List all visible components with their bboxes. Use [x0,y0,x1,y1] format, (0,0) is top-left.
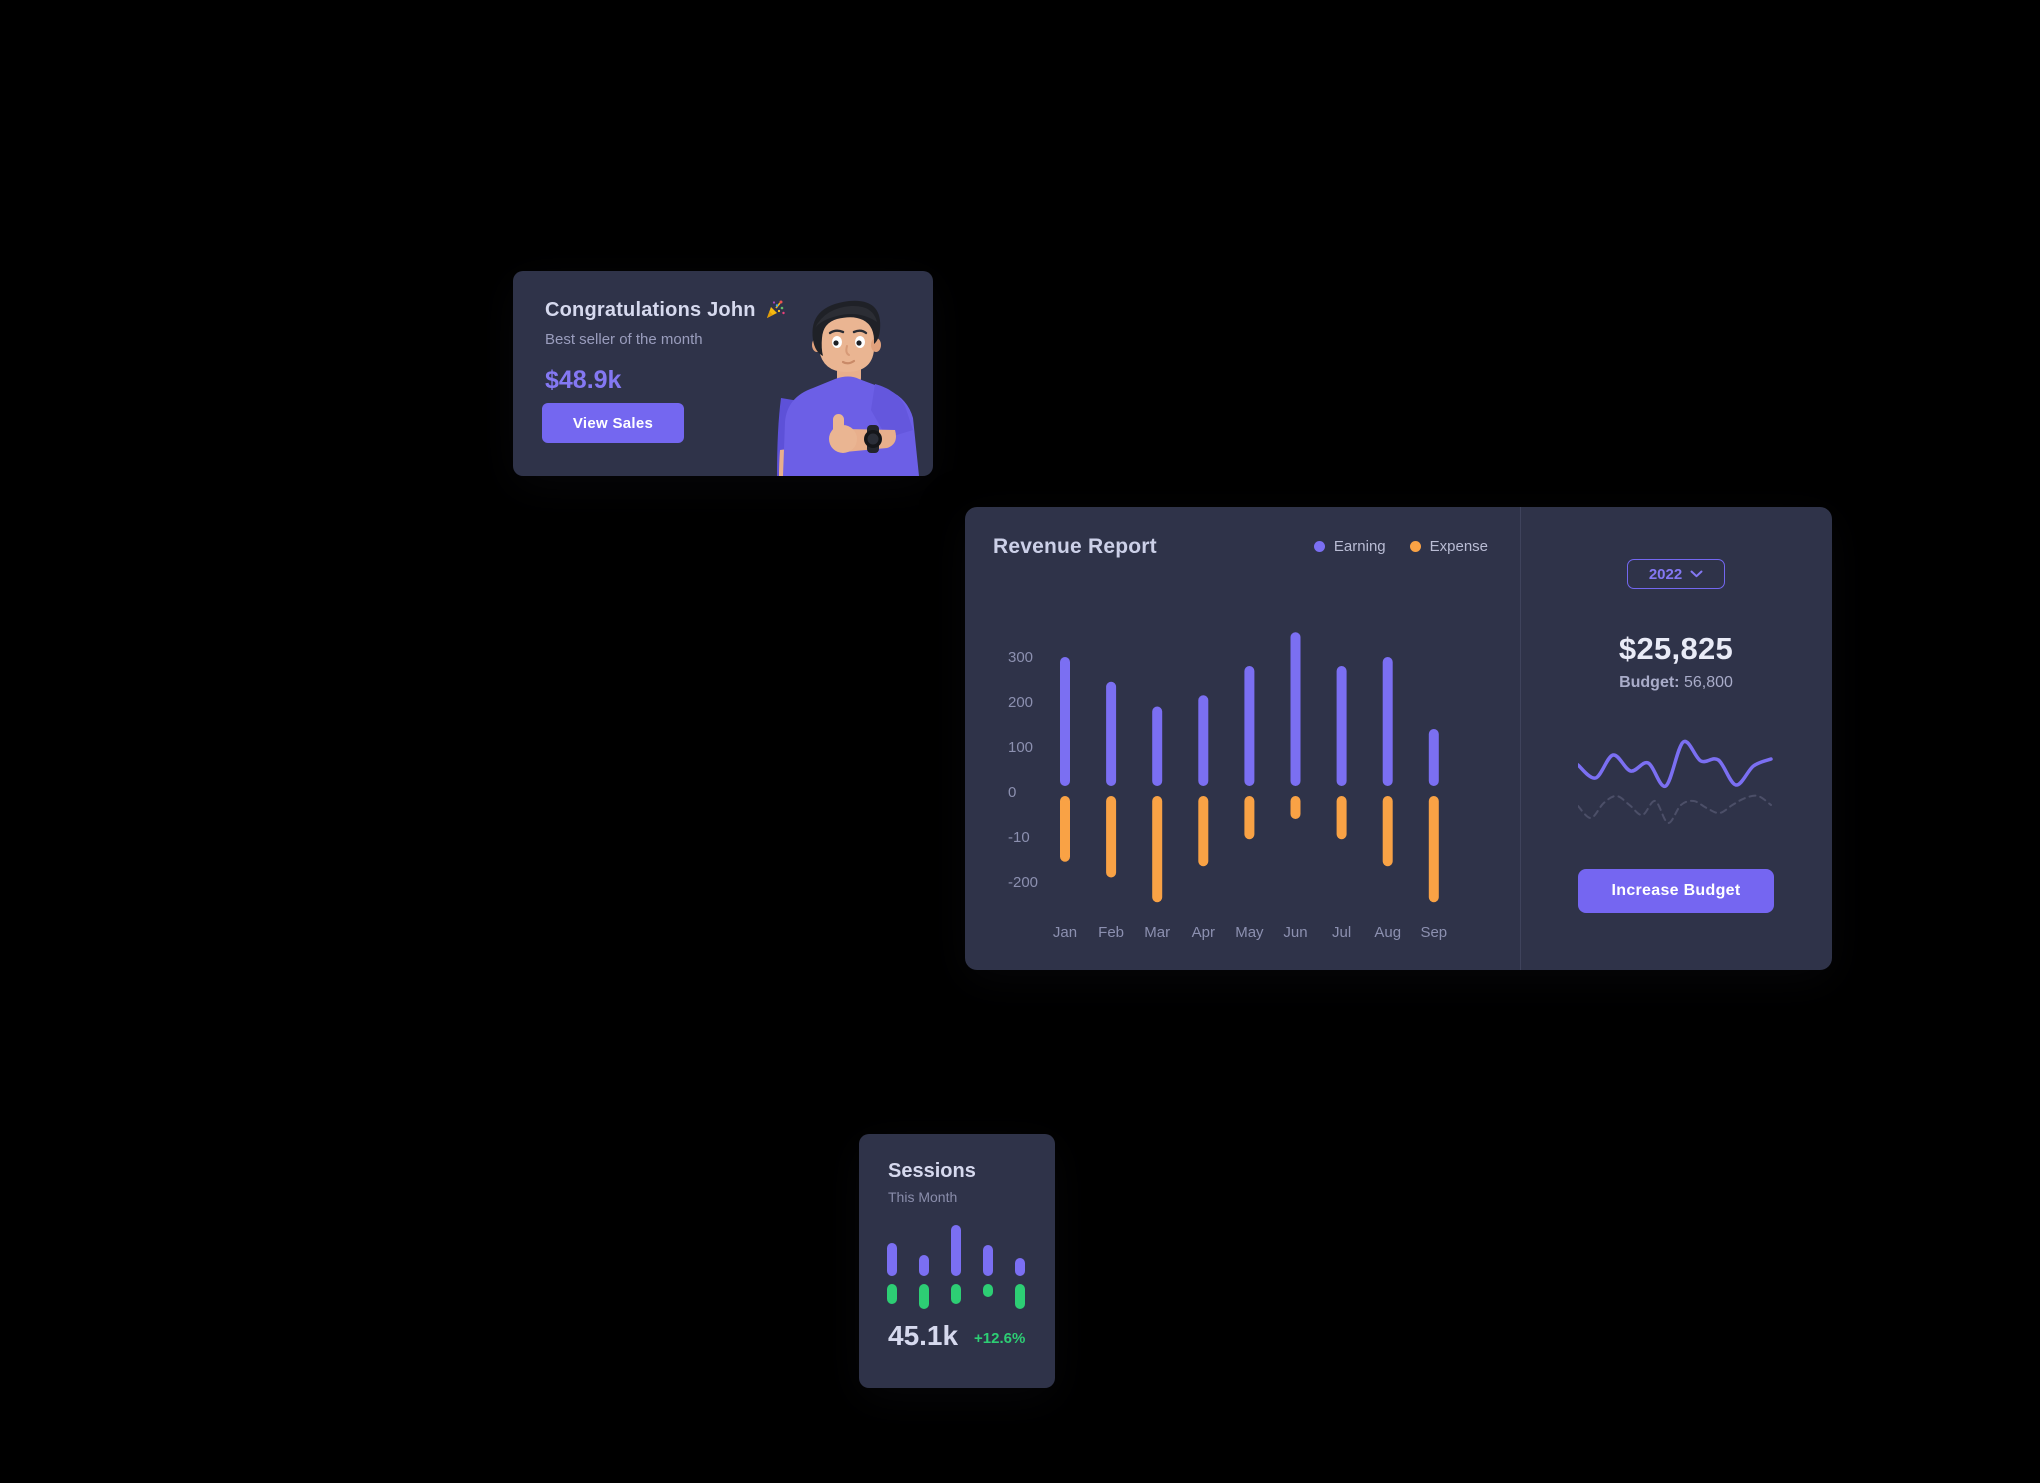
congrats-subtitle: Best seller of the month [545,331,703,348]
svg-text:Jul: Jul [1332,924,1351,941]
sessions-mini-chart [887,1225,1025,1309]
increase-budget-button[interactable]: Increase Budget [1578,869,1774,913]
legend-item-expense: Expense [1409,538,1488,555]
john-character-illustration [777,300,919,476]
svg-text:-10: -10 [1008,829,1030,846]
revenue-legend: Earning Expense [1313,538,1488,555]
sessions-value: 45.1k [888,1320,959,1351]
view-sales-button[interactable]: View Sales [542,403,684,443]
svg-text:May: May [1235,924,1264,941]
congrats-title-text: Congratulations John [545,298,756,321]
sessions-delta: +12.6% [974,1330,1026,1347]
svg-text:Aug: Aug [1374,924,1401,941]
legend-item-earning: Earning [1313,538,1386,555]
sessions-title: Sessions [888,1160,976,1182]
revenue-bar-chart: 300 200 100 0 -10 -200 Jan Feb Mar Apr May Jun Jul Au… [1008,632,1447,941]
budget-value: 56,800 [1683,674,1733,691]
svg-text:Feb: Feb [1098,924,1124,941]
year-select-button[interactable]: 2022 [1627,559,1725,589]
revenue-report-card: Revenue Report Earning Expense 300 200 100… [965,507,1832,970]
svg-text:300: 300 [1008,649,1033,666]
expense-dot-icon [1409,541,1421,552]
section-divider [1520,507,1521,970]
svg-text:Mar: Mar [1144,924,1170,941]
budget-sparkline [1578,739,1773,824]
earning-dot-icon [1313,541,1325,552]
svg-text:Apr: Apr [1192,924,1215,941]
revenue-total: $25,825 [1618,631,1734,666]
legend-label-earning: Earning [1333,538,1386,555]
revenue-budget: Budget: 56,800 [1520,674,1832,692]
svg-text:200: 200 [1008,694,1033,711]
revenue-report-title: Revenue Report [993,535,1157,558]
svg-text:-200: -200 [1008,874,1038,891]
sessions-card: Sessions This Month 45.1k +12.6% [859,1134,1055,1388]
party-popper-icon [766,300,785,318]
year-select-value: 2022 [1648,565,1683,583]
sessions-subtitle: This Month [888,1189,958,1205]
legend-label-expense: Expense [1429,538,1488,555]
chevron-down-icon [1690,570,1703,578]
congrats-title: Congratulations John [545,298,787,322]
svg-text:0: 0 [1008,784,1016,801]
congratulations-card: Congratulations John Best seller of the … [513,271,933,476]
budget-label: Budget: [1619,674,1680,691]
svg-text:100: 100 [1008,739,1033,756]
svg-text:Jun: Jun [1283,924,1307,941]
congrats-amount: $48.9k [545,366,622,394]
svg-text:Jan: Jan [1053,924,1077,941]
budget-panel: 2022 $25,825 Budget: 56,800 Increase Bud… [1520,507,1832,970]
svg-text:Sep: Sep [1420,924,1447,941]
